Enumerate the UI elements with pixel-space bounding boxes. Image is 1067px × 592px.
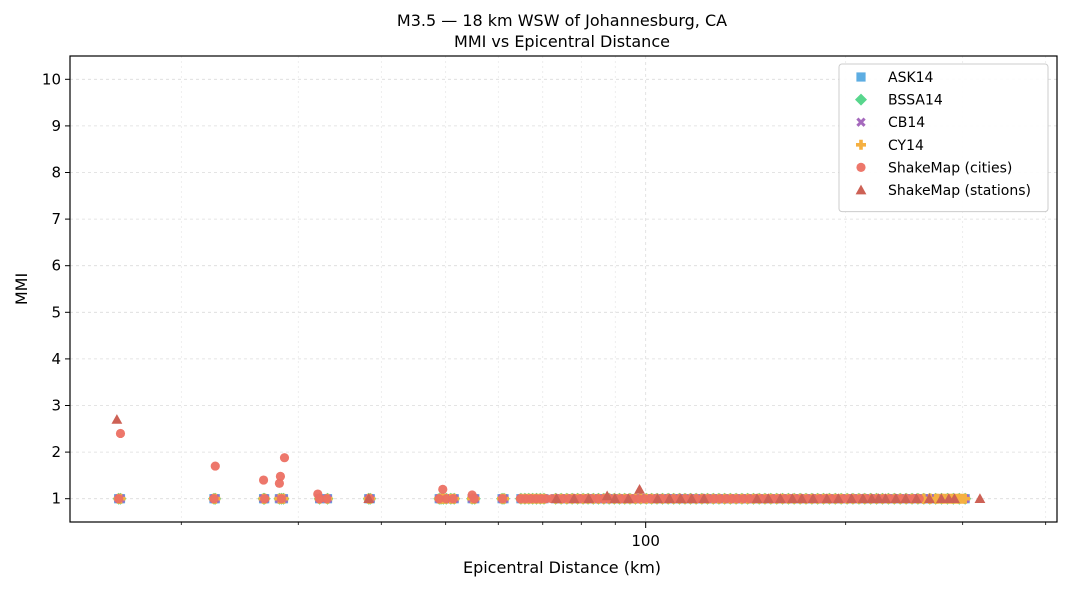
legend-marker [856,162,866,172]
series-shakemap-cities [114,428,924,504]
data-point [974,493,986,504]
legend-marker [856,117,866,127]
data-point [900,493,912,504]
data-point [787,493,798,504]
data-point [497,494,508,504]
legend-label: ShakeMap (stations) [888,183,1031,199]
data-point [623,493,634,504]
data-point [434,494,444,504]
data-point [275,471,286,481]
data-point [762,493,774,504]
data-point [601,490,613,501]
y-tick-label: 1 [51,490,61,508]
data-point [698,493,710,504]
y-tick-label: 10 [42,70,61,88]
data-point [774,493,786,504]
data-point [949,493,960,504]
data-point [890,493,902,504]
chart-subtitle: MMI vs Epicentral Distance [454,32,670,51]
data-point [807,493,819,504]
data-point [209,494,219,504]
chart-title: M3.5 — 18 km WSW of Johannesburg, CA [397,11,727,30]
data-point [448,494,458,504]
data-point [568,493,580,504]
data-point [796,493,808,504]
data-point [111,414,123,424]
data-point [210,461,220,471]
data-point [846,493,857,504]
data-point [957,493,968,504]
data-point [923,493,935,504]
data-point [832,493,844,504]
legend-label: CY14 [888,138,924,154]
data-point [363,493,375,504]
data-point [652,493,663,504]
legend: ASK14 BSSA14 CB14 CY14 ShakeMap (cities) Shak… [838,63,1049,213]
data-point [880,493,892,504]
y-tick-label: 9 [51,117,61,135]
legend-label: CB14 [888,115,925,131]
data-point [551,493,562,504]
data-point [935,493,947,504]
x-axis-label: Epicentral Distance (km) [463,558,661,577]
data-point [115,428,126,439]
legend-label: ASK14 [888,70,934,86]
data-point [609,493,621,504]
data-point [279,453,290,463]
data-point [675,493,687,504]
legend-box [838,63,1049,213]
series-shakemap-stations [111,414,986,504]
legend-marker [856,139,866,150]
data-point [634,483,645,494]
data-point [258,475,269,485]
data-point [873,493,884,504]
data-point [751,493,763,504]
data-point [322,494,332,504]
data-point [583,493,595,504]
legend-marker [855,93,867,106]
axes: 1 2 3 4 5 6 7 8 9 10 100 [42,70,1047,550]
y-tick-label: 4 [51,350,61,368]
data-point [314,494,325,504]
y-tick-label: 8 [51,164,61,182]
data-point [857,493,869,504]
y-tick-label: 5 [51,303,61,321]
data-point [274,478,284,488]
legend-label: ShakeMap (cities) [888,160,1012,176]
data-point [441,494,451,504]
data-point [276,494,287,504]
data-point [469,494,479,504]
data-point [664,493,675,504]
y-tick-label: 7 [51,210,61,228]
data-point [686,493,698,504]
data-point [911,493,922,504]
y-tick-label: 3 [51,397,61,415]
data-point [438,484,448,494]
legend-label: BSSA14 [888,93,943,109]
data-point [114,494,124,504]
data-point [260,494,270,504]
legend-marker [855,184,867,195]
y-tick-label: 6 [51,257,61,275]
y-tick-label: 2 [51,443,61,461]
x-tick-label: 100 [631,532,660,550]
y-axis-label: MMI [12,273,31,305]
legend-marker [856,72,866,82]
plot-frame [69,55,1058,523]
data-point [821,493,833,504]
plot-area [111,414,986,505]
data-point [866,493,878,504]
